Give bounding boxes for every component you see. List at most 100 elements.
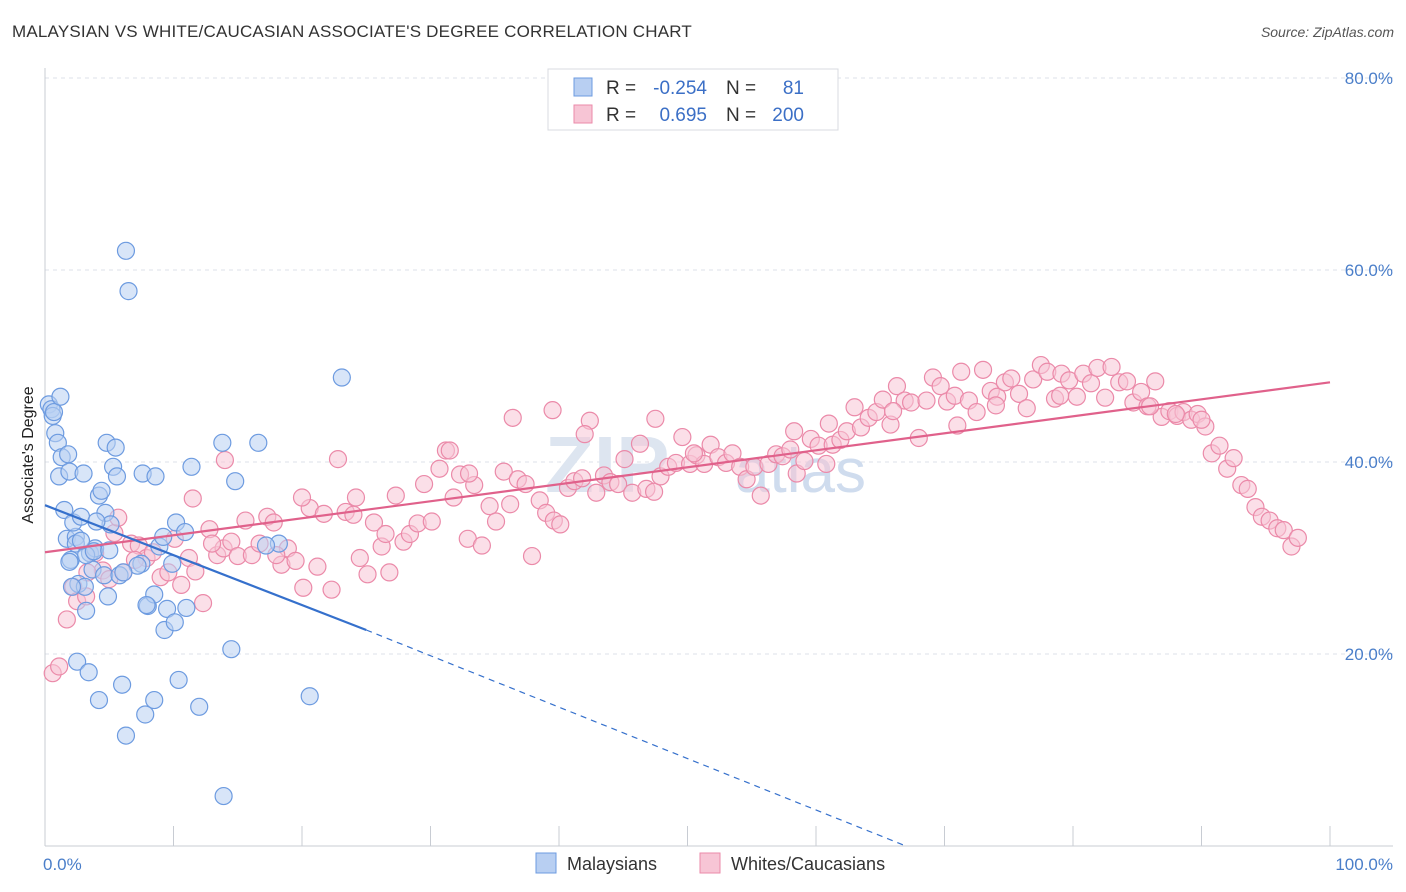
malaysian-point-75 (71, 531, 91, 550)
white-point-195 (202, 534, 222, 553)
malaysian-point-59 (137, 595, 156, 615)
white-point-74 (573, 469, 592, 488)
x-tick-label-0: 0.0% (43, 855, 82, 874)
malaysian-point-79 (114, 563, 133, 582)
trend-line-malaysians-extension (366, 629, 907, 847)
malaysian-point-54 (98, 587, 118, 606)
gridlines (45, 77, 1393, 655)
white-point-130 (973, 360, 993, 379)
white-point-37 (308, 557, 327, 576)
white-point-180 (1166, 404, 1185, 424)
white-point-62 (486, 512, 506, 531)
malaysian-point-29 (106, 438, 125, 457)
white-point-43 (350, 548, 369, 568)
malaysian-point-42 (213, 433, 232, 452)
bottom-legend-swatch-malaysians (535, 852, 557, 874)
malaysian-point-67 (112, 675, 132, 694)
white-point-34 (286, 551, 305, 570)
white-point-82 (630, 434, 650, 453)
malaysian-point-62 (165, 613, 184, 632)
malaysian-point-47 (256, 536, 276, 555)
legend-r-label-0: R = (606, 78, 636, 99)
bottom-legend-malaysians: Malaysians (567, 854, 657, 874)
source-label: Source: ZipAtlas.com (1260, 24, 1394, 40)
white-point-120 (901, 393, 921, 412)
trend-lines (44, 381, 1331, 847)
malaysian-point-41 (182, 457, 201, 476)
y-axis-title: Associate's Degree (20, 386, 37, 523)
malaysian-point-63 (222, 640, 241, 659)
legend-swatch-malaysians (573, 77, 593, 97)
malaysian-point-74 (214, 786, 233, 806)
white-point-80 (615, 450, 634, 469)
white-point-42 (344, 505, 363, 524)
bottom-legend: Malaysians Whites/Caucasians (535, 852, 885, 874)
white-point-60 (472, 536, 491, 555)
y-tick-label-0: 20.0% (1345, 645, 1393, 664)
white-point-182 (986, 396, 1006, 415)
white-point-112 (845, 398, 864, 417)
malaysian-point-25 (92, 481, 111, 500)
white-point-39 (322, 580, 341, 599)
white-point-18 (172, 575, 191, 594)
white-point-148 (1102, 357, 1121, 377)
white-point-190 (215, 450, 234, 470)
white-point-76 (587, 483, 606, 502)
white-point-189 (292, 488, 312, 507)
white-point-184 (785, 422, 804, 441)
white-point-200 (575, 425, 594, 444)
white-point-145 (1081, 374, 1101, 393)
white-point-183 (883, 402, 903, 421)
white-point-185 (646, 409, 665, 428)
white-point-134 (1002, 369, 1021, 388)
white-point-44 (358, 565, 377, 584)
malaysian-point-53 (62, 577, 82, 596)
legend-n-label-1: N = (726, 105, 756, 126)
malaysian-point-44 (249, 433, 268, 452)
malaysian-point-50 (95, 566, 114, 585)
white-point-174 (1288, 528, 1307, 547)
malaysian-point-70 (190, 697, 209, 716)
y-tick-label-2: 60.0% (1345, 261, 1393, 280)
x-tick-labels: 0.0% 100.0% (43, 855, 1393, 874)
white-point-176 (819, 414, 838, 433)
white-point-135 (1009, 384, 1029, 403)
chart-title: MALAYSIAN VS WHITE/CAUCASIAN ASSOCIATE'S… (12, 22, 693, 41)
legend-r-label-1: R = (606, 105, 636, 126)
white-point-40 (328, 450, 348, 469)
white-point-127 (952, 362, 971, 381)
white-point-165 (1224, 449, 1243, 468)
white-point-154 (1146, 372, 1165, 391)
white-point-64 (501, 495, 520, 514)
white-point-191 (183, 489, 202, 508)
white-point-118 (887, 377, 907, 396)
bottom-legend-swatch-whites (699, 852, 721, 874)
white-point-177 (948, 416, 967, 435)
malaysian-point-3 (44, 402, 64, 422)
white-point-167 (1238, 479, 1257, 498)
white-point-124 (931, 377, 950, 396)
malaysian-point-4 (51, 387, 70, 406)
white-point-2 (57, 610, 76, 629)
malaysian-point-71 (300, 687, 319, 706)
white-point-187 (440, 441, 459, 460)
malaysian-point-9 (59, 445, 78, 464)
white-point-198 (459, 464, 479, 483)
legend-box (547, 68, 839, 131)
white-point-136 (1017, 399, 1036, 418)
white-point-99 (751, 486, 770, 505)
malaysian-point-46 (332, 368, 351, 387)
series-whites-caucasians (43, 355, 1307, 683)
white-point-172 (1274, 521, 1293, 540)
legend-n-value-1: 200 (772, 105, 804, 126)
malaysian-point-73 (116, 726, 136, 745)
legend-r-value-1: 0.695 (659, 105, 707, 126)
white-point-199 (503, 408, 522, 427)
white-point-137 (1024, 370, 1043, 389)
white-point-84 (644, 482, 664, 501)
malaysian-point-36 (146, 467, 165, 486)
white-point-122 (917, 391, 936, 410)
white-point-21 (193, 594, 213, 613)
white-point-1 (50, 657, 69, 676)
